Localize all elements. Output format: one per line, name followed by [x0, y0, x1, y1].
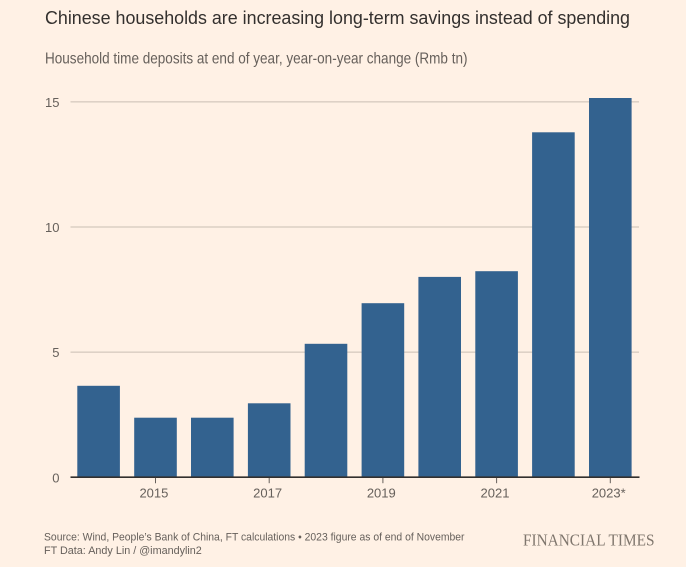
svg-text:2017: 2017	[253, 485, 282, 500]
svg-text:Chinese households are increas: Chinese households are increasing long-t…	[45, 7, 630, 28]
svg-text:2023*: 2023*	[592, 485, 626, 500]
svg-text:FINANCIAL TIMES: FINANCIAL TIMES	[523, 531, 655, 550]
svg-text:FT Data: Andy Lin / @imandylin: FT Data: Andy Lin / @imandylin2	[44, 545, 202, 557]
svg-text:5: 5	[52, 345, 59, 360]
svg-text:Household time deposits at end: Household time deposits at end of year, …	[45, 50, 468, 67]
svg-text:2019: 2019	[367, 485, 396, 500]
svg-text:0: 0	[52, 470, 59, 485]
svg-text:15: 15	[45, 95, 59, 110]
svg-text:2015: 2015	[139, 485, 168, 500]
svg-text:10: 10	[45, 220, 59, 235]
svg-text:2021: 2021	[481, 485, 510, 500]
svg-text:Source: Wind, People’s Bank of: Source: Wind, People’s Bank of China, FT…	[44, 532, 465, 544]
